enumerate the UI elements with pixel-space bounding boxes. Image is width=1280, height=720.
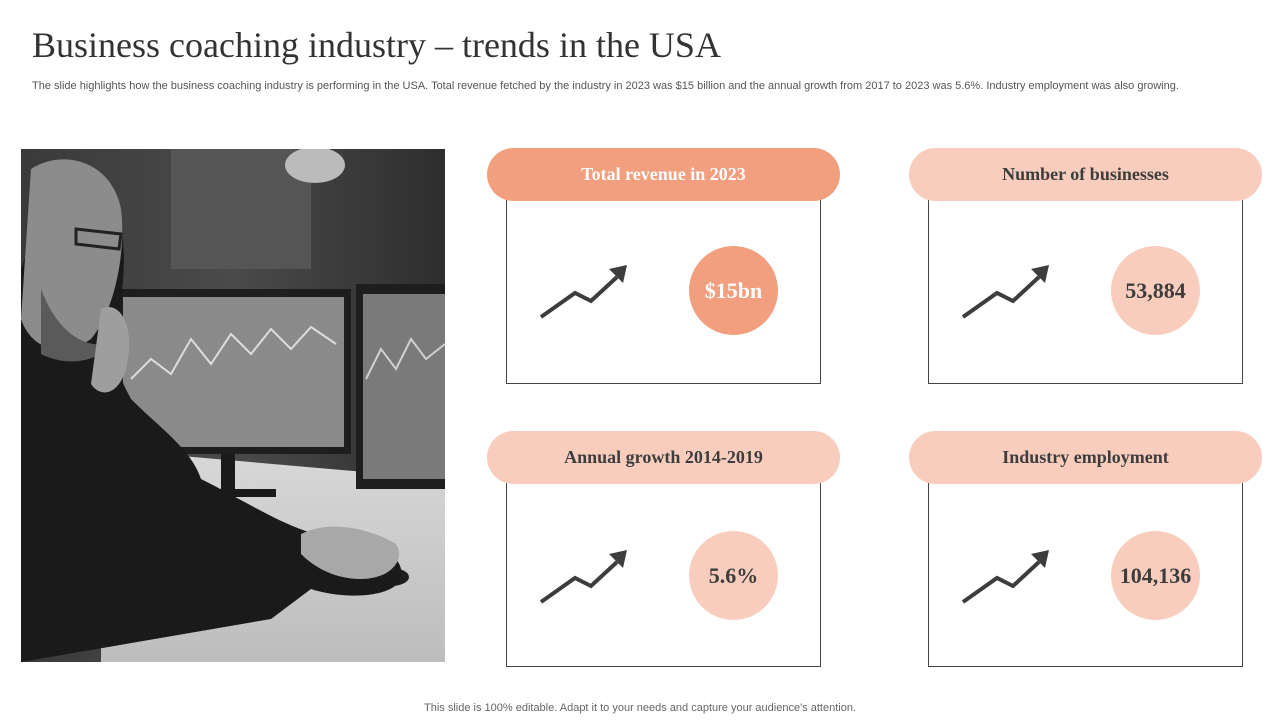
stat-label: Annual growth 2014-2019 <box>564 447 763 467</box>
stat-card-number-of-businesses: 53,884 <box>928 198 1243 384</box>
stat-header-annual-growth: Annual growth 2014-2019 <box>487 431 840 484</box>
stat-value: 104,136 <box>1119 562 1192 588</box>
person-at-computer-photo <box>21 149 445 662</box>
stat-header-total-revenue: Total revenue in 2023 <box>487 148 840 201</box>
stat-value: 53,884 <box>1125 277 1186 303</box>
stat-value: $15bn <box>704 277 763 303</box>
stat-value-circle: 104,136 <box>1111 531 1200 620</box>
stat-card-total-revenue: $15bn <box>506 198 821 384</box>
stat-header-industry-employment: Industry employment <box>909 431 1262 484</box>
trend-up-arrow-icon <box>539 265 627 319</box>
stat-value: 5.6% <box>708 562 759 588</box>
trend-up-arrow-icon <box>539 550 627 604</box>
stat-value-circle: $15bn <box>689 246 778 335</box>
stat-card-annual-growth: 5.6% <box>506 481 821 667</box>
stat-label: Total revenue in 2023 <box>581 164 746 184</box>
slide-footer: This slide is 100% editable. Adapt it to… <box>424 702 856 714</box>
slide-title: Business coaching industry – trends in t… <box>32 25 721 65</box>
trend-up-arrow-icon <box>961 265 1049 319</box>
stat-label: Number of businesses <box>1002 164 1169 184</box>
stat-value-circle: 53,884 <box>1111 246 1200 335</box>
trend-up-arrow-icon <box>961 550 1049 604</box>
stat-label: Industry employment <box>1002 447 1169 467</box>
stat-header-number-of-businesses: Number of businesses <box>909 148 1262 201</box>
stat-value-circle: 5.6% <box>689 531 778 620</box>
stat-card-industry-employment: 104,136 <box>928 481 1243 667</box>
slide-subtitle: The slide highlights how the business co… <box>32 80 1179 92</box>
